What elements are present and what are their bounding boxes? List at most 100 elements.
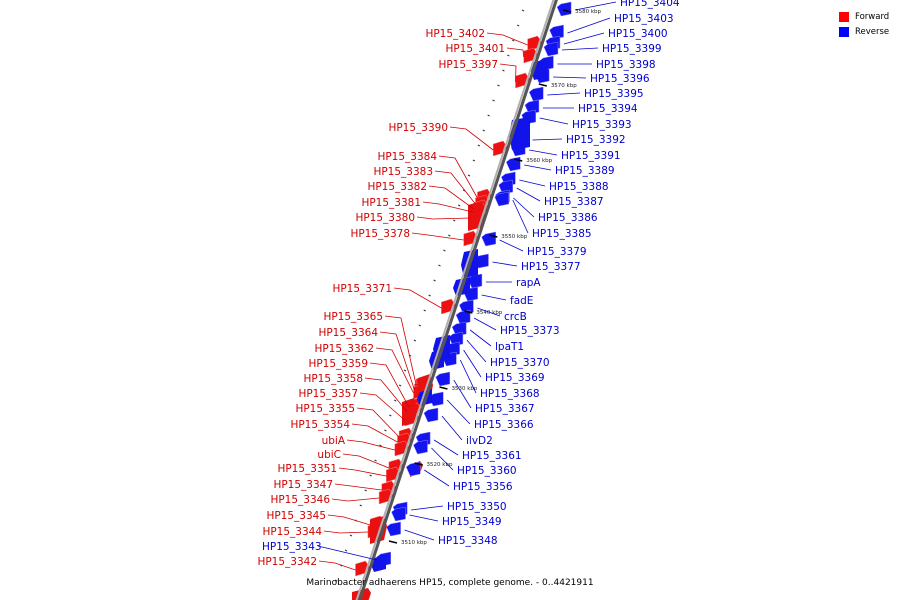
- forward-gene-connector: [393, 287, 442, 309]
- reverse-gene-connector: [409, 514, 439, 522]
- reverse-gene-connector: [469, 329, 492, 347]
- reverse-gene-shape: [435, 371, 451, 387]
- scale-label: 3530 kbp: [451, 386, 477, 392]
- forward-gene-connector: [346, 439, 395, 451]
- forward-gene-label: HP15_3342: [257, 556, 317, 568]
- forward-gene-label: HP15_3354: [290, 419, 350, 431]
- reverse-gene-label: rapA: [516, 277, 541, 289]
- reverse-gene-shape: [505, 156, 521, 172]
- reverse-gene-shape: [467, 273, 483, 289]
- reverse-gene-shape: [543, 41, 559, 57]
- scale-tick: [562, 9, 572, 13]
- forward-gene-connector: [359, 392, 405, 421]
- forward-gene-connector: [384, 315, 417, 386]
- forward-gene-connector: [434, 170, 476, 205]
- forward-gene-shape: [402, 398, 417, 426]
- axis-minor-tick: [438, 264, 441, 267]
- axis-minor-tick: [384, 429, 387, 432]
- forward-gene-label: HP15_3364: [318, 327, 378, 339]
- axis-minor-tick: [521, 9, 525, 12]
- forward-gene-label: HP15_3378: [350, 228, 410, 240]
- axis-minor-tick: [428, 294, 431, 297]
- axis-minor-tick: [453, 219, 456, 222]
- reverse-gene-label: HP15_3377: [521, 261, 581, 273]
- axis-minor-tick: [413, 339, 417, 342]
- axis-minor-tick: [492, 99, 495, 102]
- scale-label: 3520 kbp: [427, 462, 453, 468]
- reverse-gene-label: HP15_3370: [490, 357, 550, 369]
- forward-gene-label: ubiA: [322, 435, 346, 447]
- axis-minor-tick: [379, 444, 382, 447]
- axis-minor-tick: [389, 414, 392, 417]
- reverse-gene-label: HP15_3361: [462, 450, 522, 462]
- scale-label: 3540 kbp: [476, 310, 502, 316]
- scale-tick: [439, 386, 448, 390]
- axis-minor-tick: [448, 234, 451, 237]
- axis-minor-tick: [467, 174, 471, 177]
- reverse-gene-connector: [473, 317, 497, 331]
- reverse-gene-connector: [463, 349, 482, 378]
- reverse-gene-connector: [433, 439, 459, 456]
- reverse-gene-connector: [561, 47, 599, 51]
- axis-minor-tick: [393, 399, 397, 402]
- axis-minor-tick: [516, 24, 520, 27]
- reverse-gene-label: HP15_3343: [262, 541, 322, 553]
- legend: Forward Reverse: [839, 9, 889, 39]
- reverse-gene-connector: [459, 359, 477, 394]
- reverse-swatch: [839, 26, 849, 37]
- legend-reverse-label: Reverse: [855, 26, 890, 37]
- reverse-gene-label: HP15_3404: [620, 0, 680, 9]
- forward-gene-connector: [338, 467, 387, 477]
- forward-gene-connector: [356, 407, 400, 438]
- reverse-gene-label: HP15_3399: [602, 43, 662, 55]
- reverse-gene-connector: [563, 32, 605, 45]
- forward-gene-label: HP15_3362: [314, 343, 374, 355]
- reverse-gene-label: lpaT1: [495, 341, 524, 353]
- forward-gene-label: HP15_3359: [308, 358, 368, 370]
- axis-minor-tick: [403, 369, 407, 372]
- reverse-gene-connector: [553, 76, 587, 79]
- forward-gene-label: HP15_3380: [355, 212, 415, 224]
- reverse-gene-shape: [428, 391, 444, 407]
- scale-label: 3580 kbp: [575, 9, 601, 15]
- forward-gene-connector: [331, 497, 380, 502]
- axis-minor-tick: [507, 54, 510, 57]
- reverse-gene-shape: [556, 1, 572, 17]
- axis-minor-tick: [374, 459, 377, 462]
- forward-swatch: [839, 11, 849, 22]
- forward-gene-label: HP15_3357: [298, 388, 358, 400]
- reverse-gene-connector: [446, 399, 471, 425]
- reverse-gene-connector: [519, 179, 546, 187]
- forward-gene-connector: [428, 185, 475, 210]
- forward-gene-label: HP15_3384: [377, 151, 437, 163]
- reverse-gene-connector: [499, 239, 524, 252]
- reverse-gene-label: HP15_3360: [457, 465, 517, 477]
- forward-gene-connector: [379, 331, 415, 391]
- forward-gene-label: HP15_3351: [277, 463, 337, 475]
- reverse-gene-label: HP15_3385: [532, 228, 592, 240]
- forward-gene-connector: [449, 126, 494, 151]
- legend-forward-label: Forward: [855, 11, 890, 22]
- scale-label: 3550 kbp: [501, 234, 527, 240]
- forward-gene-connector: [375, 347, 414, 394]
- forward-gene-connector: [327, 514, 371, 526]
- forward-gene-label: HP15_3371: [332, 283, 392, 295]
- forward-gene-label: HP15_3355: [295, 403, 355, 415]
- scale-tick: [489, 234, 498, 238]
- reverse-gene-connector: [424, 469, 450, 487]
- reverse-gene-shape: [405, 461, 421, 477]
- reverse-gene-shape: [455, 309, 471, 325]
- forward-gene-label: HP15_3347: [273, 479, 333, 491]
- legend-forward: Forward: [839, 9, 889, 24]
- scale-label: 3560 kbp: [526, 158, 552, 164]
- forward-gene-label: ubiC: [317, 449, 341, 461]
- axis-minor-tick: [482, 129, 485, 132]
- reverse-gene-label: HP15_3349: [442, 516, 502, 528]
- forward-gene-label: HP15_3365: [323, 311, 383, 323]
- reverse-gene-label: HP15_3389: [555, 165, 615, 177]
- axis-minor-tick: [487, 114, 490, 117]
- reverse-gene-label: HP15_3348: [438, 535, 498, 547]
- reverse-gene-connector: [411, 505, 444, 511]
- reverse-gene-connector: [529, 149, 558, 156]
